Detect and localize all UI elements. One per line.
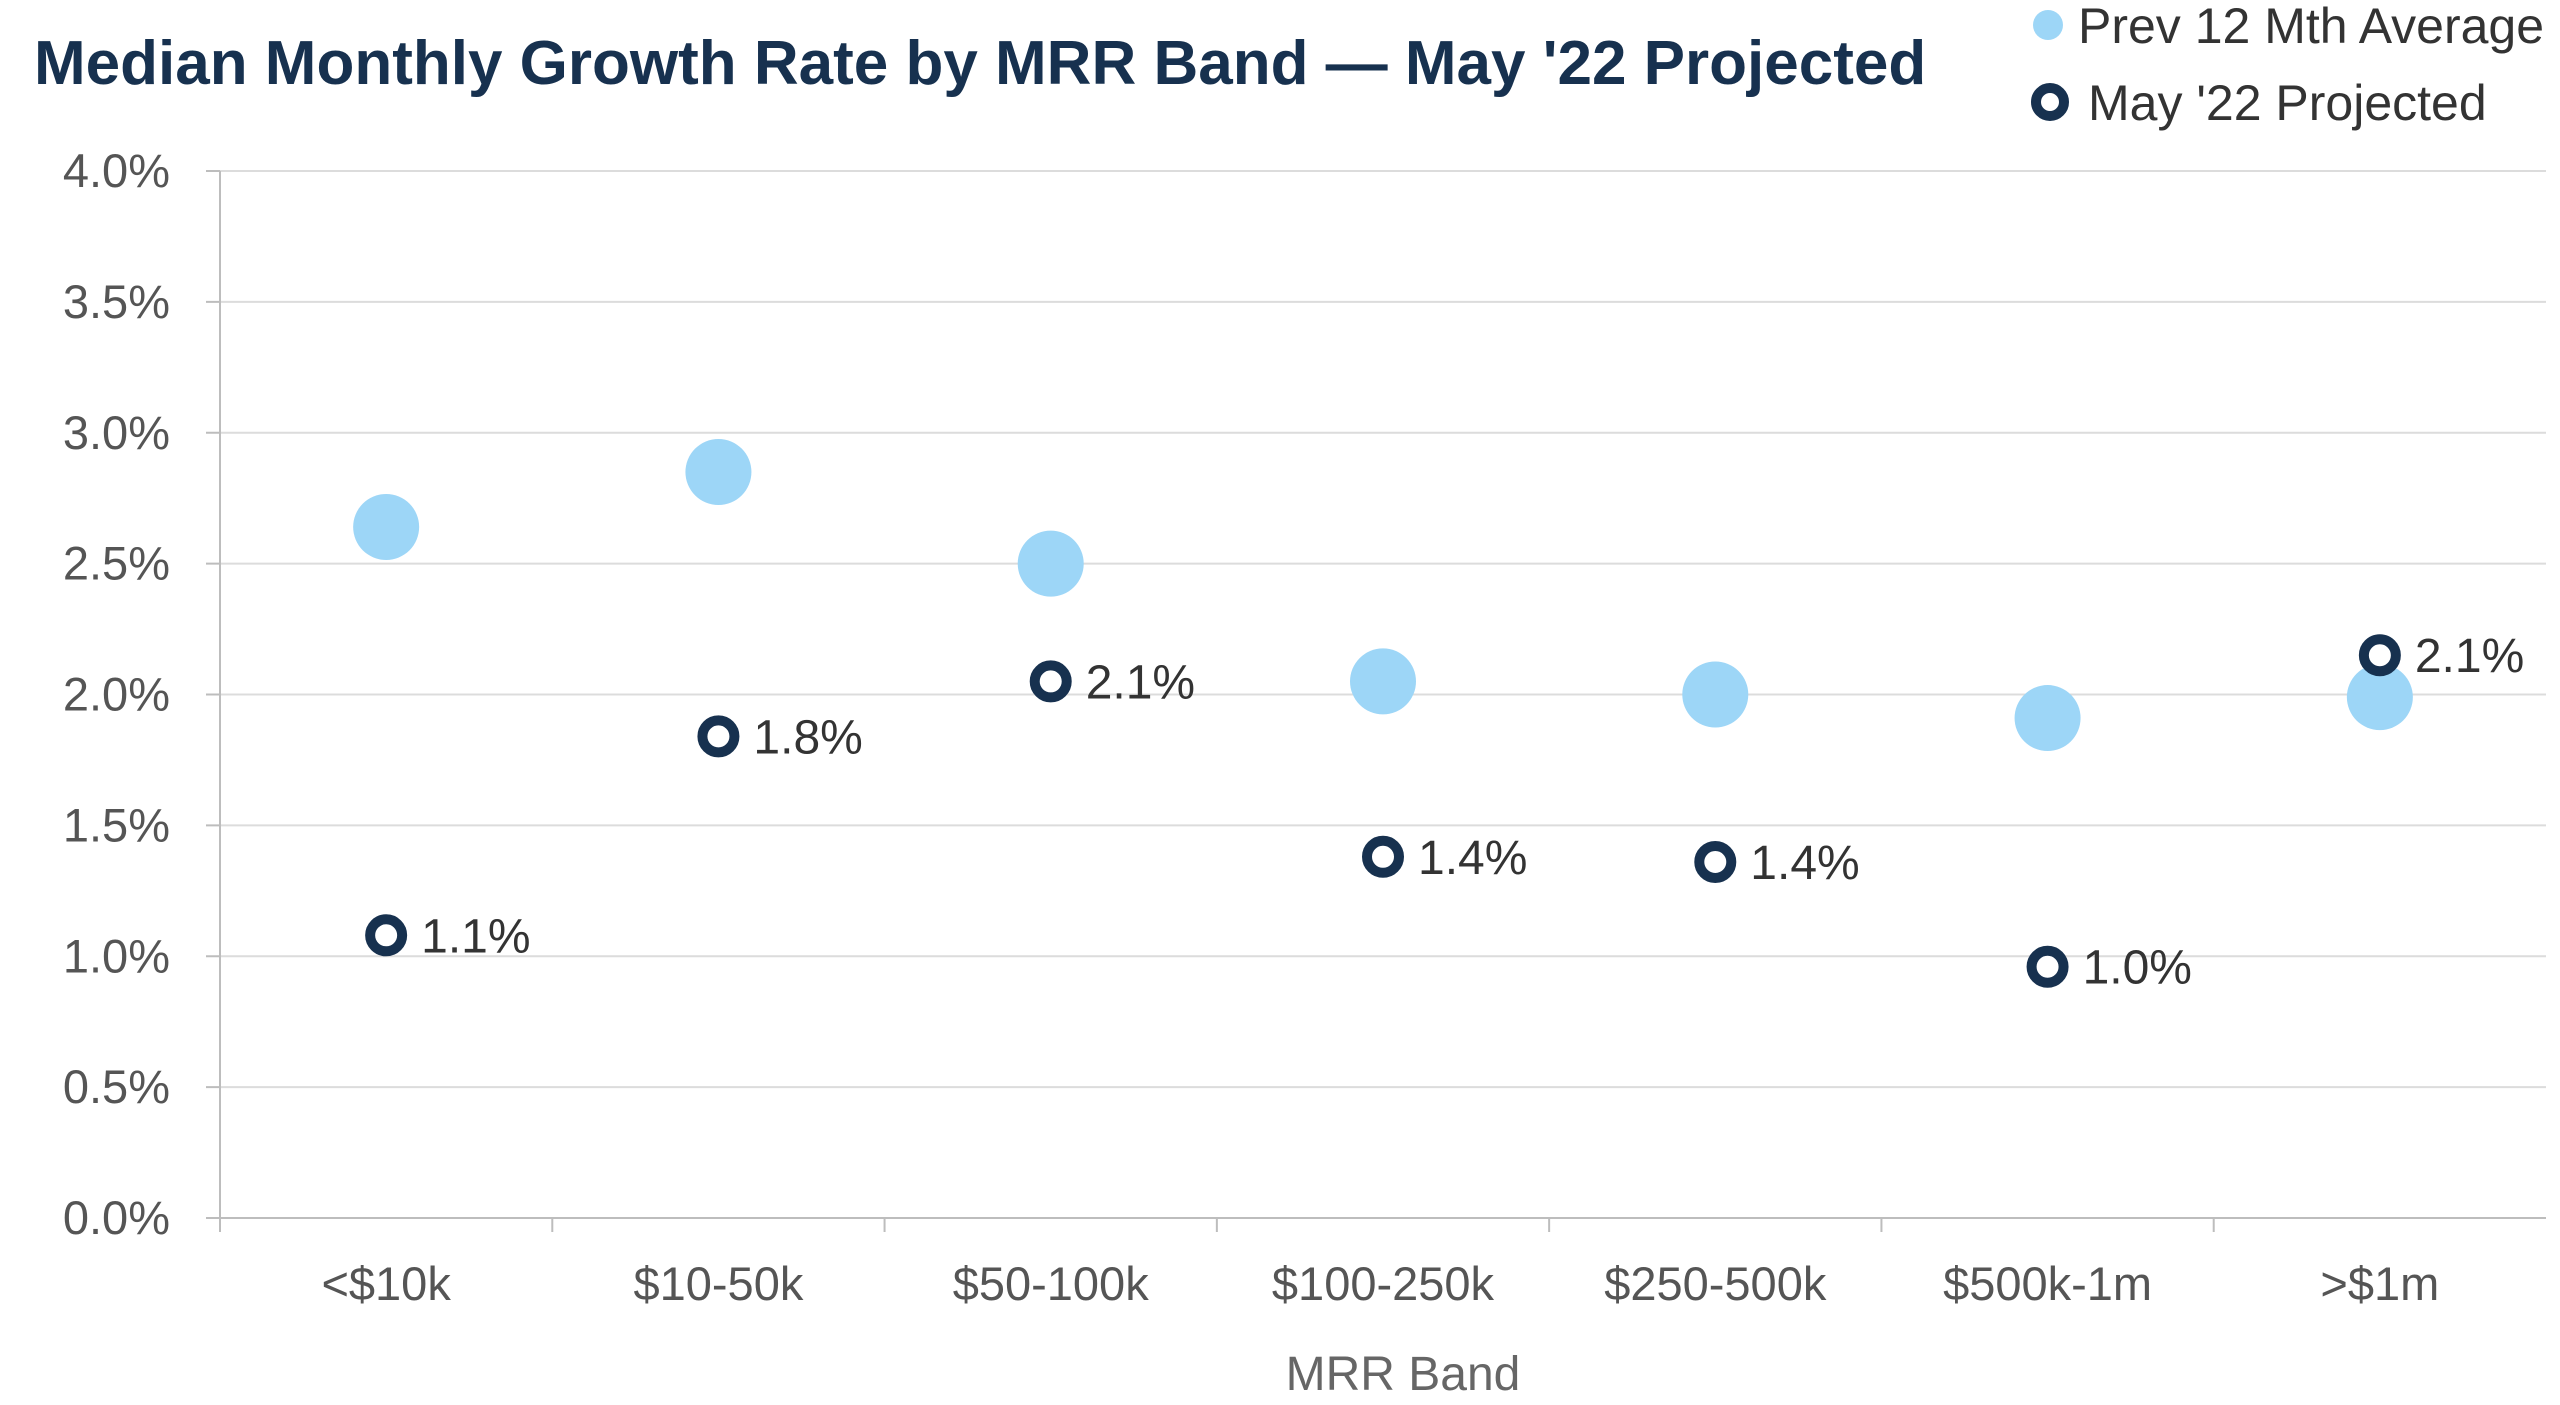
y-tick-label: 2.5% xyxy=(63,537,170,590)
y-tick-label: 0.5% xyxy=(63,1060,170,1113)
point-prev-12-mth-average-500k-1m xyxy=(2014,685,2081,752)
data-label-may-22-projected-250-500k: 1.4% xyxy=(1750,837,1859,890)
x-tick-label-50-100k: $50-100k xyxy=(953,1257,1149,1310)
data-label-may-22-projected-1m: 2.1% xyxy=(2415,630,2524,683)
y-tick-label: 1.0% xyxy=(63,929,170,982)
data-label-may-22-projected-100-250k: 1.4% xyxy=(1418,832,1527,885)
point-may-22-projected-10-50k xyxy=(697,715,740,758)
point-may-22-projected-250-500k xyxy=(1694,841,1737,884)
legend-marker-may-22-projected xyxy=(2031,83,2069,121)
y-tick-label: 3.0% xyxy=(63,406,170,459)
x-tick-label-1m: >$1m xyxy=(2320,1257,2439,1310)
legend-label-prev-12-mth-average: Prev 12 Mth Average xyxy=(2078,0,2544,54)
point-may-22-projected-50-100k xyxy=(1029,660,1072,703)
x-tick-label-500k-1m: $500k-1m xyxy=(1943,1257,2152,1310)
point-may-22-projected-100-250k xyxy=(1362,835,1404,878)
legend: Prev 12 Mth Average May '22 Projected xyxy=(2031,0,2544,131)
plot-area: 0.0% 0.5% 1.0% 1.5% 2.0% 2.5% 3.0% 3.5% 4.0% <$10… xyxy=(63,144,2546,1310)
y-tick-label: 1.5% xyxy=(63,798,170,851)
x-axis-title: MRR Band xyxy=(1286,1348,1521,1401)
point-prev-12-mth-average-10-50k xyxy=(685,439,752,506)
point-prev-12-mth-average-50-100k xyxy=(1017,530,1084,597)
point-may-22-projected-1m xyxy=(2358,634,2401,677)
point-prev-12-mth-average-100-250k xyxy=(1350,648,1416,715)
y-tick-label: 2.0% xyxy=(63,668,170,721)
point-prev-12-mth-average-10k xyxy=(353,493,420,560)
x-tick-label-10-50k: $10-50k xyxy=(633,1257,803,1310)
y-tick-label: 4.0% xyxy=(63,144,170,197)
y-tick-label: 0.0% xyxy=(63,1191,170,1244)
legend-marker-prev-12-mth-average xyxy=(2033,10,2063,40)
y-tick-label: 3.5% xyxy=(63,275,170,328)
point-prev-12-mth-average-250-500k xyxy=(1682,661,1749,728)
data-label-may-22-projected-500k-1m: 1.0% xyxy=(2083,942,2192,995)
chart-title: Median Monthly Growth Rate by MRR Band —… xyxy=(34,29,1926,98)
data-label-may-22-projected-10-50k: 1.8% xyxy=(753,711,862,764)
legend-label-may-22-projected: May '22 Projected xyxy=(2088,75,2487,131)
point-prev-12-mth-average-1m xyxy=(2346,664,2413,731)
point-may-22-projected-500k-1m xyxy=(2026,945,2069,988)
data-label-may-22-projected-10k: 1.1% xyxy=(421,910,530,963)
data-label-may-22-projected-50-100k: 2.1% xyxy=(1086,656,1195,709)
x-tick-label-100-250k: $100-250k xyxy=(1272,1257,1495,1310)
x-tick-label-250-500k: $250-500k xyxy=(1604,1257,1827,1310)
point-may-22-projected-10k xyxy=(365,914,408,957)
x-tick-label-10k: <$10k xyxy=(321,1257,451,1310)
